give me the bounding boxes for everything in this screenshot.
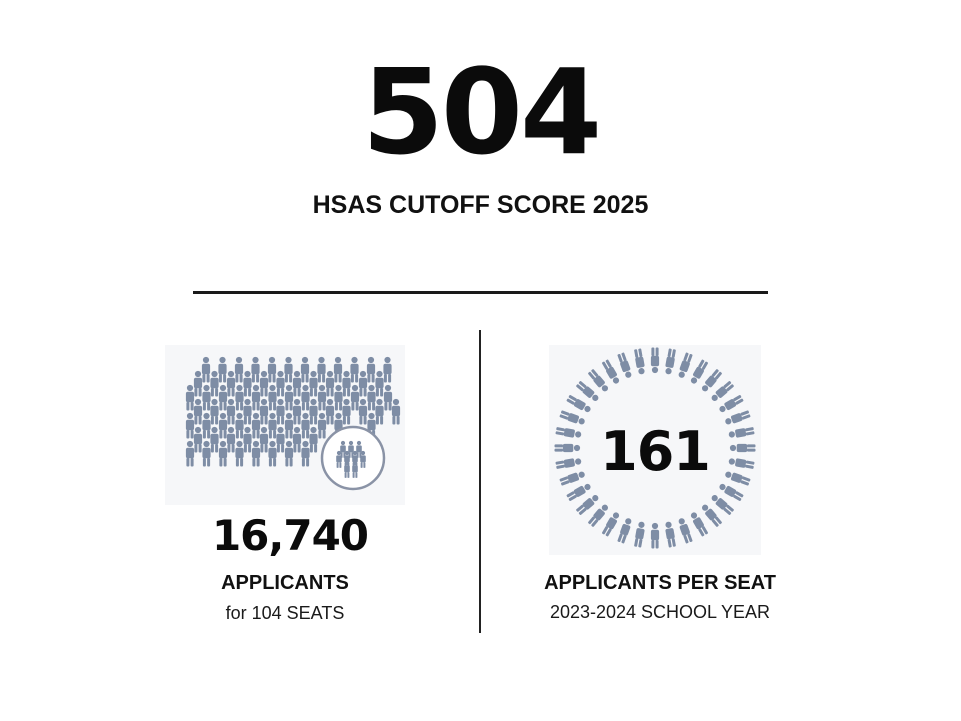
applicants-per-seat-number: 161 xyxy=(600,420,711,483)
cutoff-score-caption: HSAS CUTOFF SCORE 2025 xyxy=(312,191,649,219)
people-ring-icon xyxy=(549,345,761,555)
applicants-per-seat-label: APPLICANTS PER SEAT xyxy=(544,572,776,594)
crowd-icon xyxy=(165,345,405,505)
applicants-count: 16,740 xyxy=(211,511,369,560)
seats-subtext: for 104 SEATS xyxy=(225,603,345,623)
applicants-label: APPLICANTS xyxy=(221,572,349,594)
vertical-divider xyxy=(479,330,481,633)
cutoff-score-number: 504 xyxy=(361,43,602,181)
school-year-subtext: 2023-2024 SCHOOL YEAR xyxy=(549,602,771,622)
horizontal-divider xyxy=(193,291,768,294)
